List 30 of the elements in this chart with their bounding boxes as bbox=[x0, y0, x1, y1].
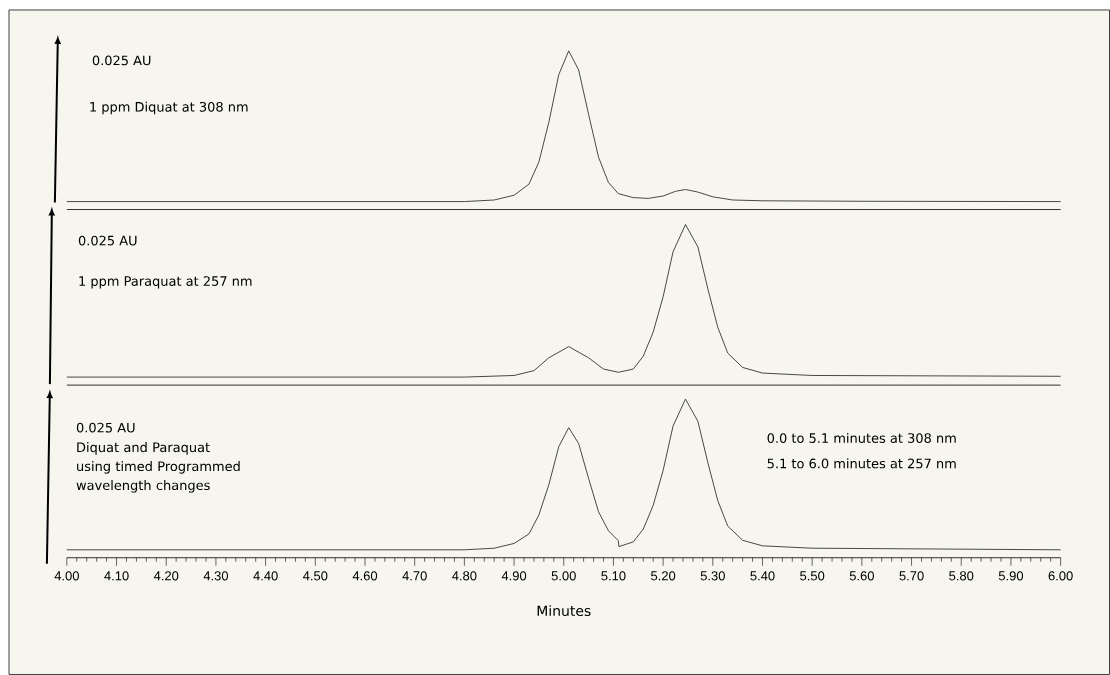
annotation: 0.025 AU bbox=[78, 235, 137, 246]
x-tick-label: 4.00 bbox=[54, 571, 79, 581]
x-tick-label: 4.20 bbox=[153, 571, 179, 581]
annotation: 0.025 AU bbox=[92, 55, 151, 66]
annotation: 1 ppm Paraquat at 257 nm bbox=[79, 276, 252, 289]
x-tick-label: 5.40 bbox=[750, 571, 775, 581]
x-tick-label: 5.80 bbox=[949, 571, 974, 581]
x-tick-label: 5.60 bbox=[849, 571, 874, 581]
x-tick-label: 5.50 bbox=[800, 571, 825, 581]
x-tick-label: 4.90 bbox=[501, 571, 527, 581]
x-tick-label: 4.40 bbox=[253, 571, 278, 581]
x-tick-label: 5.30 bbox=[700, 571, 725, 581]
x-tick-label: 5.90 bbox=[998, 571, 1024, 581]
x-tick-label: 5.70 bbox=[899, 571, 924, 581]
x-tick-label: 5.10 bbox=[601, 571, 626, 581]
annotation: Diquat and Paraquat using timed Programmed wavelength changes bbox=[76, 442, 240, 493]
x-tick-label: 4.10 bbox=[104, 571, 129, 581]
annotation: 5.1 to 6.0 minutes at 257 nm bbox=[767, 458, 956, 469]
x-tick-label: 5.00 bbox=[551, 571, 576, 581]
annotation: 0.0 to 5.1 minutes at 308 nm bbox=[767, 432, 956, 443]
x-tick-label: 6.00 bbox=[1048, 571, 1073, 581]
x-tick-label: 4.80 bbox=[452, 571, 477, 581]
x-tick-label: 5.20 bbox=[651, 571, 676, 581]
annotation: 0.025 AU bbox=[76, 422, 135, 433]
x-axis-title: Minutes bbox=[537, 605, 591, 617]
x-tick-label: 4.50 bbox=[302, 571, 328, 581]
x-tick-label: 4.60 bbox=[352, 571, 378, 581]
x-tick-label: 4.30 bbox=[203, 571, 229, 581]
annotation: 1 ppm Diquat at 308 nm bbox=[90, 101, 248, 115]
x-tick-label: 4.70 bbox=[402, 571, 427, 581]
